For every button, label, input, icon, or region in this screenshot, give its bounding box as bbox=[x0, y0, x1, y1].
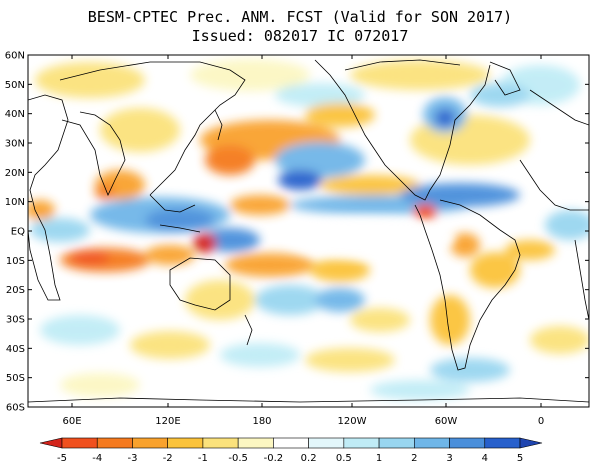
lat-label: 30N bbox=[5, 139, 25, 150]
lat-label: 10N bbox=[5, 197, 25, 208]
colorbar-label: -0.5 bbox=[228, 453, 248, 464]
lat-label: 10S bbox=[6, 256, 25, 267]
colorbar-swatch bbox=[61, 437, 98, 449]
coastlines bbox=[28, 59, 589, 403]
colorbar-label: 2 bbox=[411, 453, 417, 464]
colorbar-label: 3 bbox=[446, 453, 452, 464]
colorbar-swatch bbox=[39, 437, 63, 449]
colorbar-label: -3 bbox=[127, 453, 137, 464]
colorbar-label: 1 bbox=[376, 453, 382, 464]
colorbar-swatch bbox=[96, 437, 133, 449]
lat-label: 40N bbox=[5, 109, 25, 120]
colorbar-swatch bbox=[343, 437, 380, 449]
colorbar-label: -2 bbox=[163, 453, 173, 464]
lat-label: 60N bbox=[5, 51, 25, 62]
lon-label: 120E bbox=[155, 416, 180, 427]
colorbar-label: 0.2 bbox=[301, 453, 317, 464]
colorbar-label: -1 bbox=[198, 453, 208, 464]
colorbar-label: -4 bbox=[92, 453, 102, 464]
colorbar-swatch bbox=[414, 437, 450, 449]
lat-label: EQ bbox=[11, 227, 25, 238]
lon-label: 120W bbox=[338, 416, 367, 427]
longitude-axis: 60E 120E 180 120W 60W 0 bbox=[62, 55, 544, 427]
colorbar-swatch bbox=[202, 437, 239, 449]
colorbar-swatch bbox=[132, 437, 168, 449]
lat-label: 20N bbox=[5, 168, 25, 179]
lat-label: 60S bbox=[6, 403, 25, 414]
colorbar-swatch bbox=[484, 437, 521, 449]
colorbar-label: 5 bbox=[517, 453, 523, 464]
lon-label: 180 bbox=[252, 416, 271, 427]
map-subtitle: Issued: 082017 IC 072017 bbox=[191, 27, 409, 45]
lat-label: 50S bbox=[6, 373, 25, 384]
lat-label: 30S bbox=[6, 315, 25, 326]
colorbar-swatch bbox=[308, 437, 345, 449]
lat-label: 50N bbox=[5, 80, 25, 91]
colorbar-label: -0.2 bbox=[264, 453, 284, 464]
colorbar-swatch bbox=[237, 437, 274, 449]
lat-label: 20S bbox=[6, 285, 25, 296]
colorbar-swatch bbox=[378, 437, 415, 449]
lon-label: 60W bbox=[435, 416, 458, 427]
colorbar-label: -5 bbox=[57, 453, 67, 464]
lon-label: 0 bbox=[538, 416, 544, 427]
colorbar-swatch bbox=[449, 437, 486, 449]
colorbar-label: 0.5 bbox=[336, 453, 352, 464]
map-title: BESM-CPTEC Prec. ANM. FCST (Valid for SO… bbox=[87, 8, 513, 26]
latitude-axis: 60N 50N 40N 30N 20N 10N EQ 10S 20S 30S 40S 50S 60S bbox=[5, 51, 589, 414]
colorbar: -5 -4 -3 -2 -1 -0.5 -0.2 0.2 0.5 1 2 3 4 5 bbox=[39, 437, 543, 464]
lon-label: 60E bbox=[62, 416, 81, 427]
lat-label: 40S bbox=[6, 344, 25, 355]
colorbar-swatch bbox=[519, 437, 543, 449]
colorbar-swatch bbox=[273, 437, 309, 449]
colorbar-swatch bbox=[167, 437, 204, 449]
colorbar-label: 4 bbox=[482, 453, 488, 464]
